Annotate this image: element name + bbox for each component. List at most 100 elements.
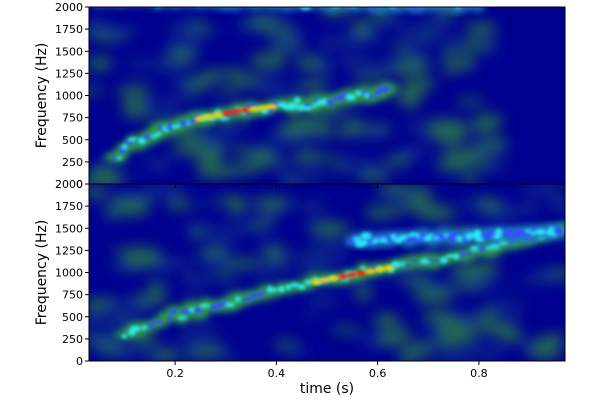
spectral-blob xyxy=(183,0,192,3)
spectral-blob xyxy=(178,119,189,127)
spectral-blob xyxy=(171,124,181,129)
spectral-blob xyxy=(465,232,474,240)
noise-blob xyxy=(191,199,218,207)
noise-blob xyxy=(402,94,419,109)
noise-blob xyxy=(126,247,160,258)
noise-blob xyxy=(390,43,412,51)
spectral-blob xyxy=(413,7,423,9)
x-axis-bottom: 0.2 0.4 0.6 0.8 xyxy=(166,361,488,380)
noise-blob xyxy=(101,26,140,36)
spectral-blob xyxy=(229,0,251,5)
spectral-blob xyxy=(240,7,251,8)
spectral-blob xyxy=(341,0,350,4)
noise-blob xyxy=(476,321,518,334)
spectral-blob xyxy=(241,297,251,302)
spectral-blob xyxy=(426,258,437,262)
noise-blob xyxy=(290,268,314,277)
spectrogram-top-panel xyxy=(89,0,565,184)
peak-blob xyxy=(310,279,321,285)
y-tick-label: 1250 xyxy=(55,244,83,257)
noise-blob xyxy=(352,73,389,82)
noise-blob xyxy=(120,96,148,104)
spectral-blob xyxy=(225,0,231,4)
noise-blob xyxy=(186,77,204,94)
noise-blob xyxy=(341,155,379,162)
spectrogram-bottom-panel xyxy=(89,184,565,361)
noise-blob xyxy=(163,22,202,32)
spectral-blob xyxy=(220,2,227,7)
noise-blob xyxy=(151,348,180,361)
noise-blob xyxy=(357,171,392,181)
noise-blob xyxy=(531,338,558,352)
spectral-blob xyxy=(188,7,195,8)
spectral-blob xyxy=(177,316,188,320)
peak-blob xyxy=(383,265,394,271)
y-tick-label: 250 xyxy=(62,333,83,346)
spectral-blob xyxy=(270,287,278,292)
noise-blob xyxy=(252,148,272,164)
y-tick-label: 750 xyxy=(62,112,83,125)
spectral-blob xyxy=(173,0,189,4)
spectral-blob xyxy=(108,7,112,8)
spectral-blob xyxy=(300,7,311,10)
spectral-blob xyxy=(297,0,302,4)
spectral-blob xyxy=(368,7,380,10)
spectral-blob xyxy=(153,7,165,10)
y-tick-label: 0 xyxy=(76,355,83,368)
noise-blob xyxy=(548,197,565,211)
spectral-blob xyxy=(353,236,362,242)
spectral-blob xyxy=(483,234,492,239)
noise-blob xyxy=(413,288,454,303)
spectral-blob xyxy=(107,0,123,2)
spectral-blob xyxy=(256,0,268,7)
peak-energy xyxy=(310,265,394,285)
peak-blob xyxy=(258,105,269,111)
spectral-blob xyxy=(312,103,318,108)
noise-blob xyxy=(202,324,221,335)
spectral-blob xyxy=(466,251,473,256)
spectral-blob xyxy=(381,86,393,90)
spectral-blob xyxy=(404,237,416,243)
spectral-blob xyxy=(235,296,241,303)
noise-blob xyxy=(122,350,155,360)
peak-blob xyxy=(347,272,358,278)
spectral-blob xyxy=(415,237,424,243)
spectral-blob xyxy=(391,261,401,268)
spectral-blob xyxy=(443,0,449,4)
spectral-blob xyxy=(279,0,286,4)
noise-blob xyxy=(202,69,231,80)
noise-blob xyxy=(153,97,196,105)
noise-blob xyxy=(467,267,494,275)
y-tick-label: 1750 xyxy=(55,23,83,36)
spectral-blob xyxy=(285,1,293,7)
noise-blob xyxy=(297,199,329,214)
spectral-blob xyxy=(96,0,113,4)
noise-blob xyxy=(94,341,127,354)
noise-blob xyxy=(536,274,560,285)
spectral-blob xyxy=(112,156,118,162)
noise-blob xyxy=(257,84,302,100)
spectral-blob xyxy=(459,3,469,6)
noise-blob xyxy=(493,300,529,313)
noise-blob xyxy=(227,201,246,214)
noise-blob xyxy=(310,244,350,255)
spectral-blob xyxy=(364,0,369,4)
noise-blob xyxy=(317,156,343,163)
noise-blob xyxy=(408,36,426,45)
noise-blob xyxy=(446,283,487,291)
noise-blob xyxy=(343,31,384,45)
spectral-blob xyxy=(453,253,459,260)
spectral-blob xyxy=(127,0,147,7)
spectral-blob xyxy=(252,292,263,298)
spectral-blob xyxy=(311,1,318,6)
spectral-blob xyxy=(536,229,546,233)
noise-blob xyxy=(209,350,242,361)
spectral-blob xyxy=(148,0,157,3)
spectral-blob xyxy=(194,1,204,7)
noise-blob xyxy=(295,55,325,70)
noise-blob xyxy=(330,326,361,334)
y-axis-bottom: 0 250 500 750 1000 1250 1500 1750 2000 xyxy=(55,178,89,368)
noise-blob xyxy=(415,204,457,221)
spectral-blob xyxy=(304,279,313,285)
spectral-blob xyxy=(290,0,296,4)
